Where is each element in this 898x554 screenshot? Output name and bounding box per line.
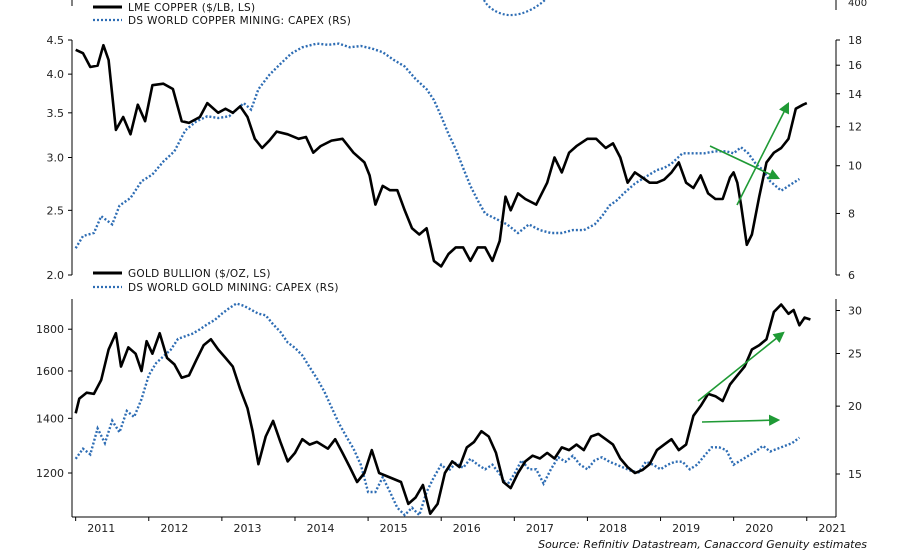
copper-panel: LME COPPER ($/LB, LS) DS WORLD COPPER MI… [47, 2, 863, 282]
source-note: Source: Refinitiv Datastream, Canaccord … [538, 538, 867, 551]
gold-left-tick-label: 1200 [36, 467, 64, 480]
copper-legend: LME COPPER ($/LB, LS) DS WORLD COPPER MI… [93, 2, 351, 27]
copper-left-tick-label: 4.0 [47, 68, 65, 81]
copper-left-tick-label: 3.0 [47, 152, 65, 165]
x-tick-label: 2015 [380, 522, 408, 535]
copper-right-tick-label: 12 [848, 121, 862, 134]
legend-label-copper-capex: DS WORLD COPPER MINING: CAPEX (RS) [128, 15, 351, 27]
copper-left-tick-label: 2.0 [47, 269, 65, 282]
copper-right-tick-label: 14 [848, 88, 862, 101]
legend-label-gold-capex: DS WORLD GOLD MINING: CAPEX (RS) [128, 282, 339, 294]
gold-right-tick-label: 20 [848, 400, 862, 413]
copper-left-tick-label: 2.5 [47, 204, 65, 217]
gold-legend: GOLD BULLION ($/OZ, LS) DS WORLD GOLD MI… [93, 268, 339, 294]
x-tick-label: 2016 [453, 522, 481, 535]
clipped-top-dotted-line [483, 0, 546, 17]
x-tick-label: 2017 [526, 522, 554, 535]
copper-left-tick-label: 4.5 [47, 34, 65, 47]
copper-right-tick-label: 10 [848, 160, 862, 173]
x-tick-label: 2012 [160, 522, 188, 535]
gold-price-line [74, 303, 811, 515]
gold-left-tick-label: 1800 [36, 323, 64, 336]
legend-label-gold-price: GOLD BULLION ($/OZ, LS) [128, 268, 271, 280]
gold-right-tick-label: 15 [848, 468, 862, 481]
x-tick-label: 2013 [233, 522, 261, 535]
annotation-arrows [697, 102, 790, 426]
x-axis: 2011 2012 2013 2014 2015 2016 2017 2018 2019 2020… [72, 516, 846, 535]
gold-arrow-up [697, 331, 785, 402]
gold-panel: GOLD BULLION ($/OZ, LS) DS WORLD GOLD MI… [36, 268, 862, 518]
copper-capex-line [74, 42, 801, 249]
copper-price-line [75, 43, 808, 268]
copper-right-tick-label: 18 [848, 34, 862, 47]
x-tick-label: 2021 [818, 522, 846, 535]
copper-right-tick-label: 6 [848, 269, 855, 282]
gold-arrow-flat [701, 414, 781, 426]
x-tick-label: 2019 [672, 522, 700, 535]
clipped-top-panel: 400 [71, 0, 867, 17]
x-tick-label: 2011 [87, 522, 115, 535]
copper-arrow-flat [709, 145, 781, 180]
copper-left-tick-label: 3.5 [47, 107, 65, 120]
copper-right-tick-label: 8 [848, 207, 855, 220]
x-tick-label: 2020 [745, 522, 773, 535]
gold-left-tick-label: 1600 [36, 365, 64, 378]
clipped-top-tick-label: 400 [848, 0, 867, 9]
copper-axes: 2.0 2.5 3.0 3.5 4.0 4.5 6 8 10 12 14 16 18 [47, 34, 863, 282]
x-tick-label: 2018 [599, 522, 627, 535]
x-tick-label: 2014 [307, 522, 335, 535]
gold-right-tick-label: 25 [848, 348, 862, 361]
gold-left-tick-label: 1400 [36, 412, 64, 425]
gold-capex-line [74, 302, 801, 518]
gold-right-tick-label: 30 [848, 305, 862, 318]
copper-right-tick-label: 16 [848, 59, 862, 72]
gold-axes: 1200 1400 1600 1800 15 20 25 30 [36, 299, 862, 517]
copper-arrow-up [736, 102, 790, 206]
legend-label-copper-price: LME COPPER ($/LB, LS) [128, 2, 255, 14]
